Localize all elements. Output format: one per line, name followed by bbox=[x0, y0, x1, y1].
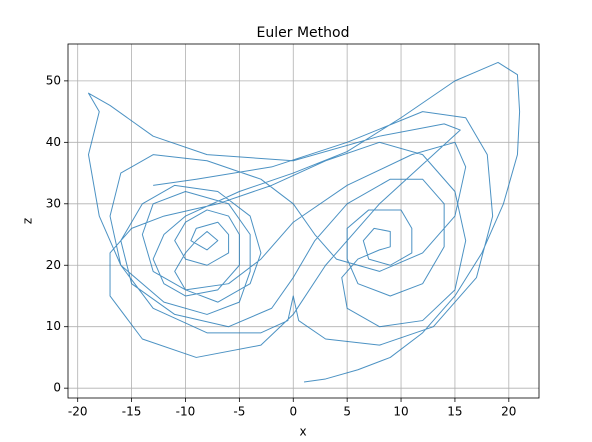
x-tick-label: -15 bbox=[122, 405, 142, 419]
x-tick-label: 20 bbox=[501, 405, 516, 419]
x-tick-label: 10 bbox=[393, 405, 408, 419]
y-tick-label: 40 bbox=[46, 135, 61, 149]
x-tick-label: -20 bbox=[68, 405, 88, 419]
y-axis-label: z bbox=[21, 218, 35, 224]
y-tick-label: 10 bbox=[46, 319, 61, 333]
x-tick-label: -10 bbox=[176, 405, 196, 419]
y-tick-label: 20 bbox=[46, 258, 61, 272]
x-tick-label: -5 bbox=[233, 405, 245, 419]
y-tick-label: 0 bbox=[53, 381, 61, 395]
x-tick-label: 15 bbox=[447, 405, 462, 419]
x-axis-label: x bbox=[299, 425, 306, 439]
chart-title: Euler Method bbox=[257, 25, 350, 41]
x-tick-label: 0 bbox=[289, 405, 297, 419]
axes-frame bbox=[67, 43, 540, 399]
x-tick-label: 5 bbox=[343, 405, 351, 419]
grid bbox=[68, 44, 539, 398]
y-tick-label: 30 bbox=[46, 196, 61, 210]
trajectory-line bbox=[87, 61, 521, 383]
y-tick-label: 50 bbox=[46, 73, 61, 87]
plot-area bbox=[87, 61, 521, 383]
